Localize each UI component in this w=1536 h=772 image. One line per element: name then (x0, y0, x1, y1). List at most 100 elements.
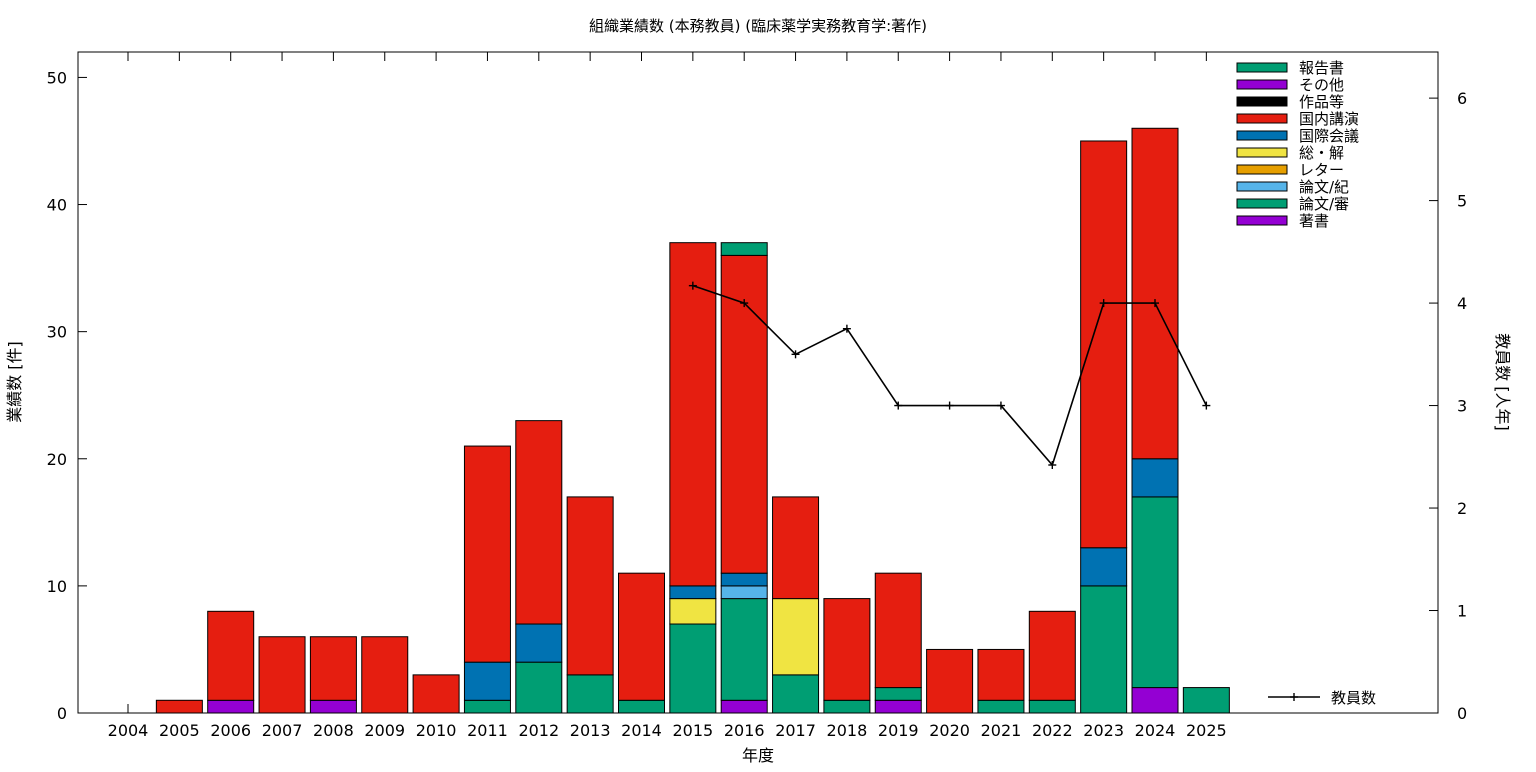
legend-swatch (1236, 113, 1288, 124)
bar-segment (669, 242, 717, 587)
legend-swatch (1236, 62, 1288, 73)
y2-axis-ticks: 0 1 2 3 4 5 6 (1429, 89, 1467, 723)
y-tick-label: 0 (57, 704, 67, 723)
x-tick-label: 2013 (570, 721, 611, 740)
bar-segment (566, 674, 614, 714)
bar-segment (618, 572, 665, 701)
x-axis-ticks: 2004 2005 2006 2007 2008 2009 2010 2011 2012 2013… (108, 52, 1227, 740)
legend-label: 論文/審 (1299, 195, 1349, 213)
y-axis-title: 業績数 [件] (5, 341, 24, 423)
bar-segment (1131, 458, 1179, 498)
bar-segment (515, 661, 563, 714)
bar-segment (772, 598, 820, 676)
y2-tick-label: 2 (1457, 499, 1467, 518)
faculty-count-line (688, 281, 1211, 469)
bar-segment (1182, 687, 1230, 714)
bar-segment (720, 585, 768, 600)
bar-segment (258, 636, 306, 714)
y-tick-label: 10 (47, 577, 67, 596)
legend-label: 国内講演 (1299, 110, 1359, 128)
x-tick-label: 2024 (1135, 721, 1176, 740)
bar-segment (1080, 585, 1128, 714)
y-tick-label: 30 (47, 323, 67, 342)
bar-segment (720, 572, 768, 587)
legend-label: レター (1299, 161, 1344, 179)
bar-segment (669, 598, 717, 625)
y2-tick-label: 5 (1457, 192, 1467, 211)
bar-segment (566, 496, 614, 676)
legend-label: 作品等 (1299, 93, 1344, 111)
bar-segment (874, 572, 922, 689)
bar-segment (926, 648, 974, 714)
legend-label: その他 (1299, 76, 1344, 94)
y-tick-label: 40 (47, 196, 67, 215)
x-tick-label: 2017 (775, 721, 816, 740)
x-tick-label: 2018 (827, 721, 868, 740)
x-tick-label: 2022 (1032, 721, 1073, 740)
y2-tick-label: 3 (1457, 397, 1467, 416)
legend-swatch (1236, 96, 1288, 107)
legend-swatch (1236, 164, 1288, 175)
bar-segment (207, 699, 255, 714)
bar-segment (823, 699, 871, 714)
legend-swatch (1236, 79, 1288, 90)
bar-segment (463, 445, 511, 663)
bar-segment (1131, 496, 1179, 689)
y2-axis-title: 教員数 [人年] (1493, 333, 1512, 431)
bar-segment (412, 674, 460, 714)
y2-tick-label: 1 (1457, 602, 1467, 621)
bar-segment (1131, 127, 1179, 460)
bar-segment (772, 674, 820, 714)
bar-segment (669, 585, 717, 600)
bar-segment (720, 598, 768, 701)
legend-label: 総・解 (1299, 144, 1344, 162)
bar-segment (977, 699, 1025, 714)
x-tick-label: 2007 (262, 721, 303, 740)
bar-segment (155, 699, 203, 714)
bar-segment (515, 420, 563, 625)
x-tick-label: 2011 (467, 721, 508, 740)
legend-label: 国際会議 (1299, 127, 1359, 145)
bar-segment (874, 699, 922, 714)
x-tick-label: 2009 (364, 721, 405, 740)
bar-segment (823, 598, 871, 701)
bar-segment (463, 699, 511, 714)
bar-stacks (155, 127, 1230, 714)
x-tick-label: 2025 (1186, 721, 1227, 740)
x-axis-title: 年度 (742, 746, 774, 765)
bar-segment (1028, 610, 1076, 701)
legend-label: 著書 (1299, 212, 1329, 230)
bar-segment (1080, 140, 1128, 549)
x-tick-label: 2023 (1083, 721, 1124, 740)
legend-label: 論文/紀 (1299, 178, 1349, 196)
y-tick-label: 50 (47, 68, 67, 87)
bar-segment (207, 610, 255, 701)
y2-tick-label: 4 (1457, 294, 1467, 313)
bar-segment (720, 254, 768, 574)
x-tick-label: 2020 (929, 721, 970, 740)
x-tick-label: 2010 (416, 721, 457, 740)
x-tick-label: 2016 (724, 721, 765, 740)
y-tick-label: 20 (47, 450, 67, 469)
x-tick-label: 2005 (159, 721, 200, 740)
faculty-count-polyline (692, 284, 1208, 467)
bar-segment (361, 636, 409, 714)
bar-segment (515, 623, 563, 663)
x-tick-label: 2004 (108, 721, 149, 740)
x-tick-label: 2019 (878, 721, 919, 740)
x-tick-label: 2012 (518, 721, 559, 740)
x-tick-label: 2014 (621, 721, 662, 740)
bar-segment (1028, 699, 1076, 714)
bar-segment (669, 623, 717, 714)
legend-swatch (1236, 215, 1288, 226)
bar-segment (1131, 687, 1179, 714)
legend-line-label: 教員数 (1331, 689, 1376, 707)
legend-swatch (1236, 181, 1288, 192)
legend-swatch (1236, 147, 1288, 158)
x-tick-label: 2015 (672, 721, 713, 740)
legend-swatch (1236, 198, 1288, 209)
bar-segment (463, 661, 511, 701)
legend-swatch (1236, 130, 1288, 141)
